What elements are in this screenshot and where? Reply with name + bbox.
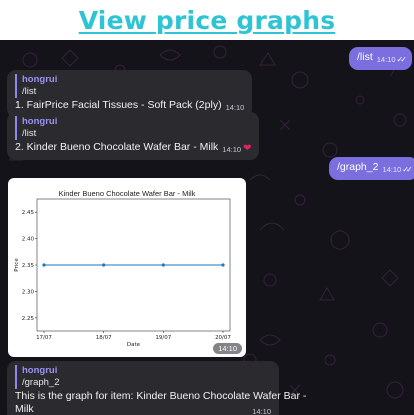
x-tick-label: 20/07: [215, 335, 231, 341]
chart-title: Kinder Bueno Chocolate Wafer Bar - Milk: [58, 189, 196, 198]
message-time: 14:10: [222, 145, 242, 154]
header-banner: View price graphs: [0, 0, 414, 40]
data-point: [42, 263, 46, 267]
message-text: 1. FairPrice Facial Tissues - Soft Pack …: [15, 99, 222, 111]
reply-quote[interactable]: hongrui /list: [15, 116, 251, 140]
x-tick-label: 17/07: [36, 335, 52, 341]
quote-text: /list: [22, 86, 37, 97]
y-tick-label: 2.30: [22, 289, 35, 295]
message-time: 14:10: [376, 55, 396, 64]
message-time: 14:10: [382, 165, 402, 174]
x-tick-label: 19/07: [155, 335, 171, 341]
message-time: 14:10: [252, 407, 271, 415]
message-text: 2. Kinder Bueno Chocolate Wafer Bar - Mi…: [15, 141, 219, 153]
read-ticks-icon: ✓✓: [396, 55, 408, 64]
page-title[interactable]: View price graphs: [78, 5, 336, 35]
message-text: /list: [357, 51, 373, 63]
y-tick-label: 2.40: [22, 237, 35, 243]
data-point: [221, 263, 225, 267]
price-chart: 2.25 2.30 2.35 2.40 2.45 17/07 18/07 19/07 20/07…: [14, 198, 231, 348]
y-axis-label: Price: [14, 258, 20, 272]
y-tick-label: 2.35: [22, 263, 35, 269]
y-tick-label: 2.25: [22, 316, 35, 322]
message-text: /graph_2: [337, 161, 379, 173]
chat-area[interactable]: /list 14:10✓✓ hongrui /list 1. FairPrice …: [0, 40, 414, 415]
quote-sender: hongrui: [22, 365, 58, 376]
reply-quote[interactable]: hongrui /list: [15, 74, 244, 98]
x-axis-label: Date: [127, 342, 141, 348]
message-time: 14:10: [225, 103, 245, 112]
heart-reaction-icon[interactable]: ❤: [243, 143, 252, 154]
outgoing-message-graph[interactable]: /graph_2 14:10✓✓: [329, 157, 414, 180]
quote-text: /graph_2: [22, 377, 60, 388]
incoming-message-item-1[interactable]: hongrui /list 1. FairPrice Facial Tissue…: [7, 70, 253, 118]
message-text-line-1: This is the graph for item: Kinder Bueno…: [15, 390, 307, 402]
outgoing-message-list[interactable]: /list 14:10✓✓: [349, 47, 412, 70]
message-text-line-2: Milk: [15, 403, 34, 415]
quote-sender: hongrui: [22, 74, 58, 85]
quote-sender: hongrui: [22, 116, 58, 127]
reply-quote[interactable]: hongrui /graph_2: [15, 365, 271, 389]
y-tick-label: 2.45: [22, 210, 35, 216]
incoming-message-graph-caption[interactable]: hongrui /graph_2 This is the graph for i…: [7, 361, 307, 415]
image-time: 14:10: [213, 343, 242, 354]
read-ticks-icon: ✓✓: [402, 165, 413, 174]
x-tick-label: 18/07: [96, 335, 112, 341]
quote-text: /list: [22, 128, 37, 139]
incoming-message-item-2[interactable]: hongrui /list 2. Kinder Bueno Chocolate …: [7, 112, 260, 160]
graph-image-message[interactable]: Kinder Bueno Chocolate Wafer Bar - Milk …: [8, 178, 246, 357]
data-point: [161, 263, 165, 267]
doodle-background: [9, 45, 407, 399]
data-point: [102, 263, 106, 267]
